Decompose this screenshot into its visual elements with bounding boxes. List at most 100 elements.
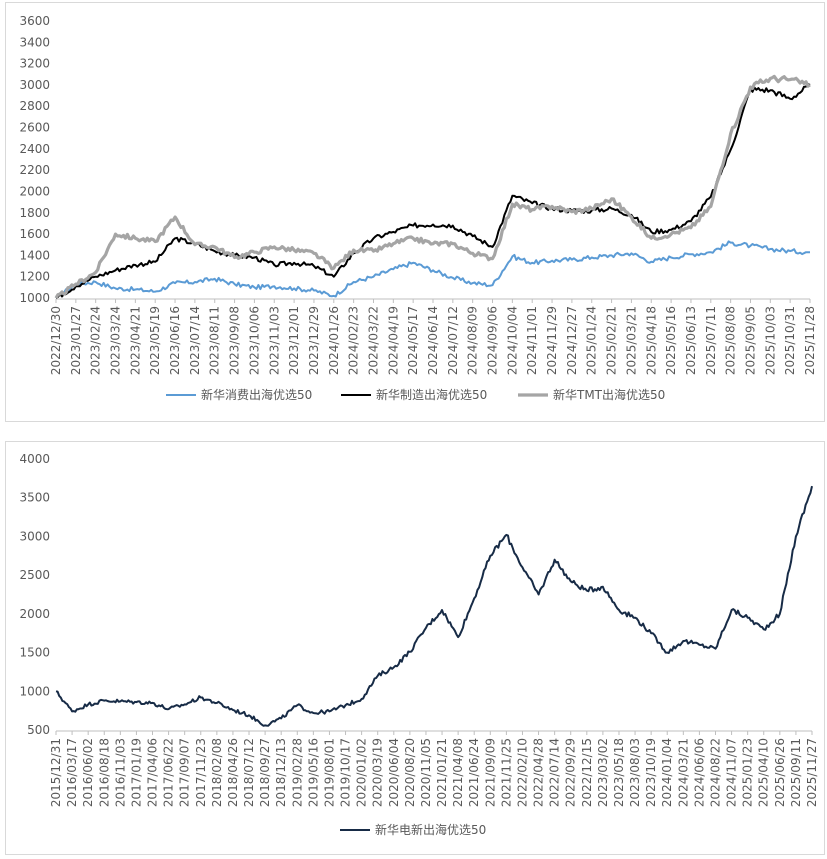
x-tick-label: 2025/04/10 <box>757 738 771 807</box>
x-tick-label: 2025/06/13 <box>684 306 698 375</box>
y-tick-label: 500 <box>27 723 50 737</box>
x-tick-label: 2022/02/10 <box>515 738 529 807</box>
x-tick-label: 2024/11/07 <box>725 738 739 807</box>
x-tick-label: 2024/07/12 <box>446 306 460 375</box>
x-tick-label: 2021/04/08 <box>451 738 465 807</box>
y-tick-label: 3400 <box>19 35 50 49</box>
series-line <box>55 485 813 727</box>
y-tick-label: 1000 <box>19 684 50 698</box>
y-tick-label: 1200 <box>19 270 50 284</box>
x-tick-label: 2025/03/21 <box>624 306 638 375</box>
chart-panel-top: 1000 1200 1400 1600 1800 2000 2200 2400 2600 2800… <box>5 2 825 422</box>
x-tick-label: 2018/02/08 <box>210 738 224 807</box>
y-tick-label: 1600 <box>19 227 50 241</box>
x-tick-label: 2021/01/21 <box>435 738 449 807</box>
series-line <box>55 240 810 299</box>
x-tick-label: 2024/08/22 <box>708 738 722 807</box>
y-tick-label: 1500 <box>19 646 50 660</box>
x-tick-label: 2016/06/02 <box>81 738 95 807</box>
x-tick-label: 2025/11/28 <box>803 306 817 375</box>
chart-bottom: 500 1000 1500 2000 2500 3000 3500 4000 2015/12/3… <box>19 452 819 837</box>
y-tick-label: 3500 <box>19 491 50 505</box>
x-tick-label: 2019/02/28 <box>290 738 304 807</box>
x-tick-label: 2023/11/03 <box>267 306 281 375</box>
series-line <box>54 74 811 299</box>
x-tick-label: 2017/01/19 <box>129 738 143 807</box>
y-tick-label: 2500 <box>19 568 50 582</box>
legend-label: 新华电新出海优选50 <box>375 822 486 837</box>
x-tick-label: 2016/11/03 <box>113 738 127 807</box>
x-tick-label: 2023/05/18 <box>612 738 626 807</box>
y-tick-label: 1400 <box>19 248 50 262</box>
x-tick-label: 2024/03/21 <box>676 738 690 807</box>
x-tick-label: 2023/08/03 <box>628 738 642 807</box>
x-tick-label: 2025/02/21 <box>605 306 619 375</box>
chart-top: 1000 1200 1400 1600 1800 2000 2200 2400 2600 2800… <box>19 14 817 402</box>
x-tick-label: 2023/03/24 <box>109 306 123 375</box>
chart-panel-bottom: 500 1000 1500 2000 2500 3000 3500 4000 2015/12/3… <box>5 441 825 855</box>
x-tick-label: 2024/02/23 <box>347 306 361 375</box>
x-tick-label: 2020/01/02 <box>355 738 369 807</box>
x-tick-label: 2023/12/01 <box>287 306 301 375</box>
x-tick-label: 2024/05/17 <box>406 306 420 375</box>
x-tick-label: 2024/08/09 <box>466 306 480 375</box>
x-tick-label: 2018/04/26 <box>226 738 240 807</box>
y-tick-label: 2400 <box>19 142 50 156</box>
x-tick-label: 2017/06/22 <box>162 738 176 807</box>
x-tick-label: 2025/01/24 <box>585 306 599 375</box>
legend-label: 新华消费出海优选50 <box>201 387 312 402</box>
x-tick-label: 2024/03/22 <box>366 306 380 375</box>
x-tick-label: 2021/06/24 <box>467 738 481 807</box>
x-tick-label: 2025/08/08 <box>724 306 738 375</box>
x-tick-label: 2018/12/13 <box>274 738 288 807</box>
x-tick-label: 2020/03/19 <box>371 738 385 807</box>
x-tick-label: 2016/08/18 <box>97 738 111 807</box>
x-tick-label: 2023/05/19 <box>148 306 162 375</box>
y-tick-label: 3600 <box>19 14 50 28</box>
x-tick-label: 2025/06/26 <box>773 738 787 807</box>
x-tick-label: 2025/01/23 <box>741 738 755 807</box>
x-tick-label: 2025/11/27 <box>805 738 819 807</box>
y-tick-label: 2000 <box>19 184 50 198</box>
x-tick-label: 2019/10/17 <box>339 738 353 807</box>
x-tick-label: 2023/12/29 <box>307 306 321 375</box>
x-tick-label: 2024/06/14 <box>426 306 440 375</box>
y-tick-label: 3200 <box>19 57 50 71</box>
x-tick-label: 2020/06/04 <box>387 738 401 807</box>
x-tick-label: 2024/11/01 <box>525 306 539 375</box>
x-tick-label: 2019/08/01 <box>322 738 336 807</box>
x-tick-label: 2017/09/07 <box>178 738 192 807</box>
x-tick-label: 2017/04/06 <box>146 738 160 807</box>
x-tick-label: 2022/04/28 <box>532 738 546 807</box>
x-tick-label: 2023/02/24 <box>89 306 103 375</box>
x-tick-label: 2025/09/05 <box>743 306 757 375</box>
x-tick-label: 2023/09/08 <box>228 306 242 375</box>
x-tick-label: 2023/10/06 <box>247 306 261 375</box>
x-tick-label: 2021/09/09 <box>483 738 497 807</box>
x-tick-label: 2024/06/06 <box>692 738 706 807</box>
series-line <box>55 83 811 299</box>
y-tick-label: 3000 <box>19 529 50 543</box>
x-tick-label: 2024/11/29 <box>545 306 559 375</box>
x-tick-label: 2019/05/16 <box>306 738 320 807</box>
x-tick-label: 2015/12/31 <box>49 738 63 807</box>
x-tick-label: 2024/09/06 <box>486 306 500 375</box>
y-tick-label: 4000 <box>19 452 50 466</box>
y-tick-label: 2200 <box>19 163 50 177</box>
x-tick-label: 2022/12/15 <box>580 738 594 807</box>
y-tick-label: 2800 <box>19 99 50 113</box>
x-tick-label: 2025/10/03 <box>763 306 777 375</box>
x-tick-label: 2016/03/17 <box>65 738 79 807</box>
x-tick-label: 2024/04/19 <box>386 306 400 375</box>
x-tick-label: 2022/09/29 <box>564 738 578 807</box>
x-tick-label: 2021/11/25 <box>499 738 513 807</box>
x-tick-label: 2023/10/19 <box>644 738 658 807</box>
x-tick-label: 2025/05/16 <box>664 306 678 375</box>
x-tick-label: 2024/10/04 <box>505 306 519 375</box>
x-tick-label: 2025/04/18 <box>644 306 658 375</box>
x-tick-label: 2022/12/30 <box>49 306 63 375</box>
x-tick-label: 2024/01/26 <box>327 306 341 375</box>
legend-label: 新华TMT出海优选50 <box>553 387 665 402</box>
x-tick-label: 2023/04/21 <box>128 306 142 375</box>
x-tick-label: 2023/03/02 <box>596 738 610 807</box>
